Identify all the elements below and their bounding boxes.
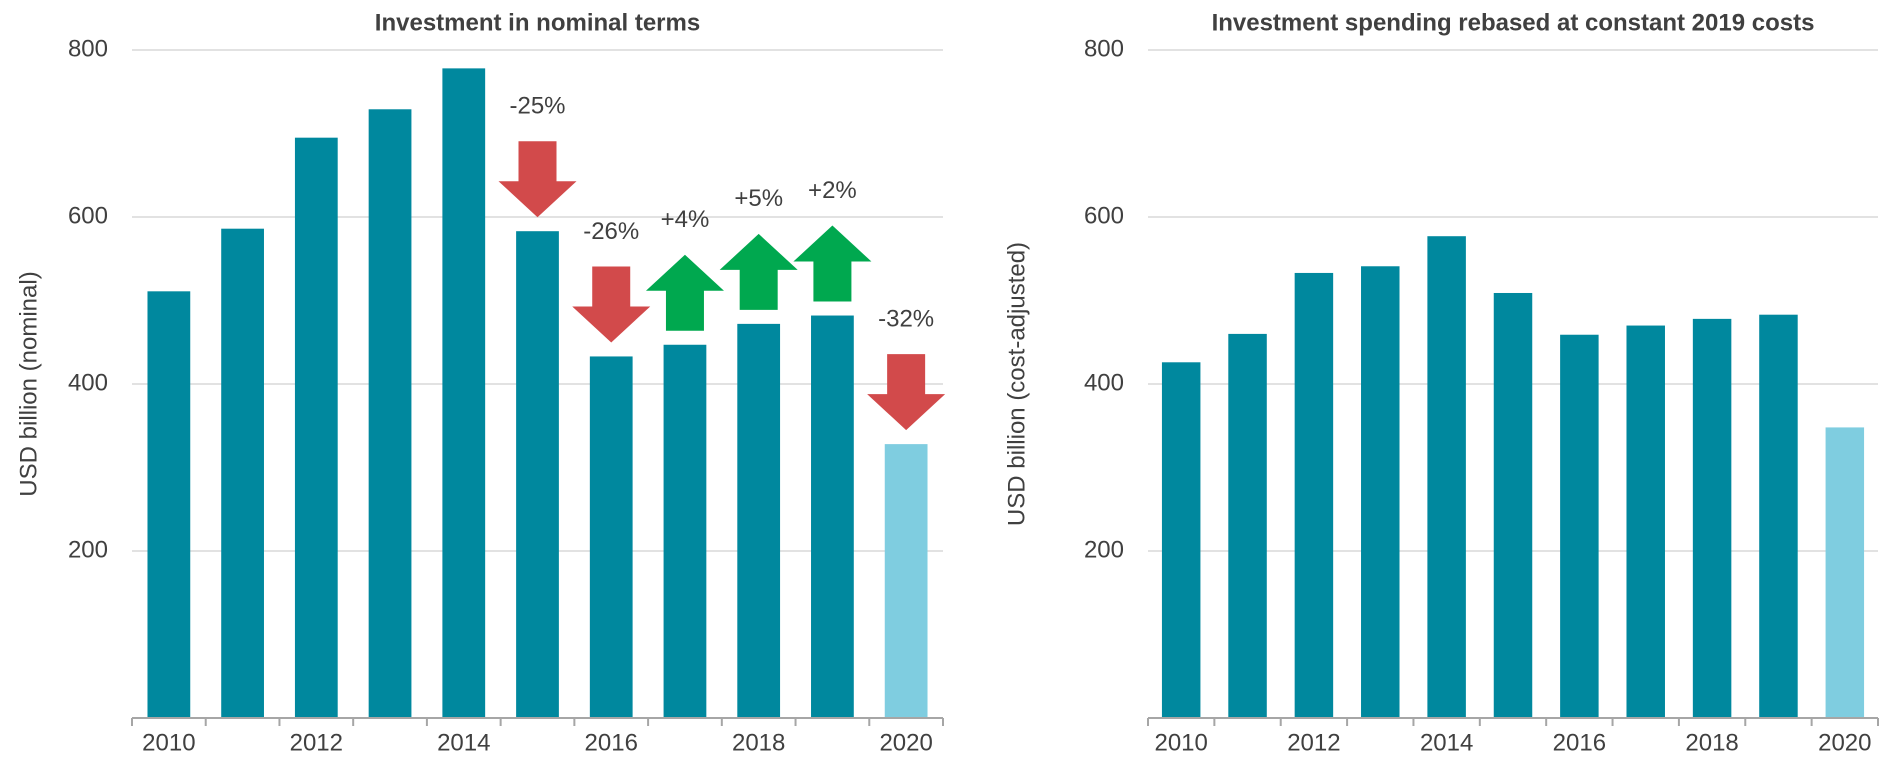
bar (1161, 362, 1201, 718)
y-tick-label: 400 (68, 369, 108, 396)
bar (1825, 427, 1865, 718)
change-arrow (793, 225, 872, 302)
bar (368, 109, 412, 718)
x-tick-label: 2014 (437, 729, 490, 756)
x-tick-label: 2018 (732, 729, 785, 756)
bar (1294, 272, 1334, 718)
annotation: -26% (583, 218, 639, 245)
x-tick-label: 2012 (290, 729, 343, 756)
bar (294, 137, 338, 719)
bar (1692, 318, 1732, 718)
change-arrow (719, 233, 798, 310)
change-arrow (572, 266, 651, 343)
bar (811, 315, 854, 718)
bar (442, 68, 486, 719)
change-arrow (645, 254, 724, 331)
y-tick-label: 800 (1084, 35, 1124, 62)
bar (663, 344, 707, 718)
y-axis-label: USD billion (nominal) (15, 271, 42, 496)
bar (589, 356, 633, 718)
bar (884, 444, 928, 718)
change-arrow (867, 354, 946, 431)
bar (1493, 292, 1533, 718)
chart-title: Investment spending rebased at constant … (1212, 9, 1815, 36)
bar (516, 231, 559, 718)
x-tick-label: 2014 (1420, 729, 1473, 756)
x-tick-label: 2016 (585, 729, 638, 756)
x-tick-label: 2020 (879, 729, 932, 756)
bar (1427, 236, 1466, 718)
bar (1626, 325, 1665, 718)
x-tick-label: 2016 (1553, 729, 1606, 756)
annotation: +5% (734, 185, 783, 212)
bar (737, 323, 781, 718)
y-tick-label: 800 (68, 35, 108, 62)
y-tick-label: 200 (1084, 536, 1124, 563)
bar (1228, 333, 1267, 718)
y-tick-label: 400 (1084, 369, 1124, 396)
y-tick-label: 200 (68, 536, 108, 563)
bar (1759, 314, 1798, 718)
annotation: +4% (661, 206, 710, 233)
bar (1361, 266, 1400, 718)
bar (221, 228, 264, 718)
annotation: -32% (878, 305, 934, 332)
x-tick-label: 2018 (1685, 729, 1738, 756)
x-tick-label: 2020 (1818, 729, 1871, 756)
x-tick-label: 2010 (142, 729, 195, 756)
chart-title: Investment in nominal terms (375, 9, 700, 36)
change-arrow (498, 141, 577, 218)
y-tick-label: 600 (68, 202, 108, 229)
x-tick-label: 2012 (1287, 729, 1340, 756)
y-tick-label: 600 (1084, 202, 1124, 229)
bar (1560, 334, 1599, 718)
annotation: +2% (808, 177, 857, 204)
y-axis-label: USD billion (cost-adjusted) (1003, 242, 1030, 526)
annotation: -25% (509, 93, 565, 120)
x-tick-label: 2010 (1154, 729, 1207, 756)
bar (147, 291, 191, 718)
